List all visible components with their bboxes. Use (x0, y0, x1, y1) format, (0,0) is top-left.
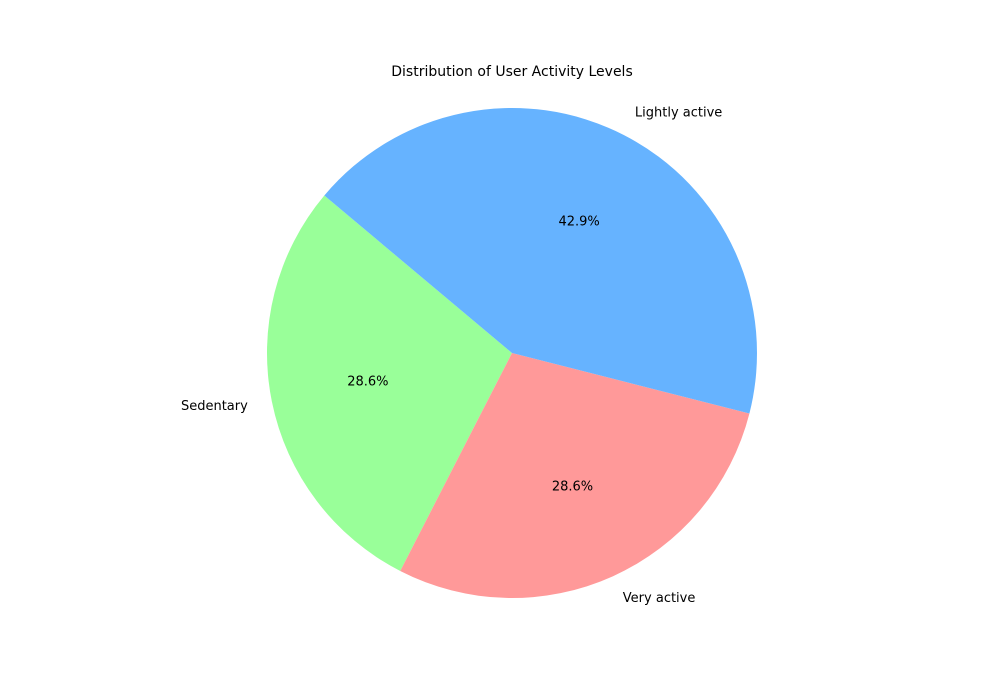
chart-title: Distribution of User Activity Levels (391, 64, 633, 80)
pie-labels: 28.6% Sedentary 28.6% Very active 42.9% Light… (181, 106, 722, 607)
slice-label-lightly-active: Lightly active (635, 106, 722, 121)
pie-slice-very-active (400, 353, 750, 598)
pct-label-sedentary: 28.6% (347, 375, 388, 390)
pie-slice-lightly-active (324, 108, 757, 414)
pie-slice-sedentary (267, 195, 512, 572)
pct-label-very-active: 28.6% (552, 480, 593, 495)
slice-label-very-active: Very active (623, 591, 696, 606)
pie-slices (267, 108, 757, 598)
pct-label-lightly-active: 42.9% (558, 215, 599, 230)
slice-label-sedentary: Sedentary (181, 399, 248, 414)
